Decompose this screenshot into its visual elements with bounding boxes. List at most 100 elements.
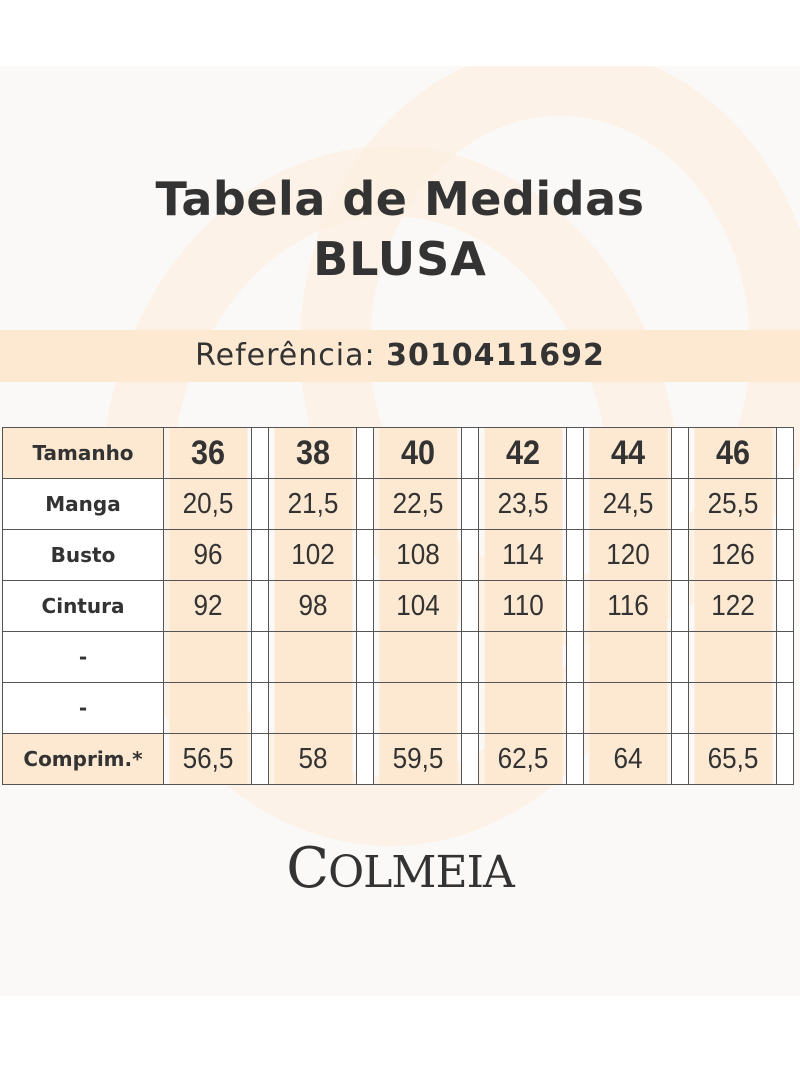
- measurement-cell: 22,5: [377, 478, 458, 530]
- column-spacer: [461, 529, 479, 581]
- measurement-cell: [692, 631, 773, 683]
- column-spacer: [671, 529, 689, 581]
- measurement-cell: [482, 631, 563, 683]
- measurement-cell: 25,5: [692, 478, 773, 530]
- column-spacer: [566, 682, 584, 734]
- row-label: -: [2, 682, 164, 734]
- measurement-cell: 102: [272, 529, 353, 581]
- column-spacer: [776, 682, 794, 734]
- size-header-40: 40: [377, 427, 458, 479]
- reference-label: Referência:: [195, 338, 376, 373]
- column-spacer: [671, 733, 689, 785]
- column-spacer: [251, 478, 269, 530]
- measurement-cell: 96: [167, 529, 248, 581]
- brand-logo: COLMEIA: [286, 836, 514, 901]
- reference-band: Referência: 3010411692: [0, 330, 800, 382]
- column-spacer: [461, 631, 479, 683]
- measurement-cell: 114: [482, 529, 563, 581]
- size-header-36: 36: [167, 427, 248, 479]
- measurement-cell: 104: [377, 580, 458, 632]
- column-spacer: [356, 631, 374, 683]
- column-spacer: [671, 478, 689, 530]
- column-spacer: [356, 733, 374, 785]
- measurement-cell: 98: [272, 580, 353, 632]
- measurement-cell: 23,5: [482, 478, 563, 530]
- measurement-cell: 92: [167, 580, 248, 632]
- column-spacer: [356, 682, 374, 734]
- measurement-cell: [167, 682, 248, 734]
- measurement-cell: [167, 631, 248, 683]
- column-spacer: [251, 580, 269, 632]
- column-spacer: [776, 427, 794, 479]
- measurement-cell: 120: [587, 529, 668, 581]
- measurement-cell: [587, 631, 668, 683]
- table-row: Busto 96 102 108 114 120 126: [2, 529, 794, 581]
- column-spacer: [461, 427, 479, 479]
- column-spacer: [566, 427, 584, 479]
- row-label: Busto: [2, 529, 164, 581]
- measurement-cell: 20,5: [167, 478, 248, 530]
- column-spacer: [251, 682, 269, 734]
- measurement-cell: [587, 682, 668, 734]
- column-spacer: [776, 733, 794, 785]
- measurement-cell: 64: [587, 733, 668, 785]
- column-spacer: [251, 529, 269, 581]
- row-label: -: [2, 631, 164, 683]
- size-header-46: 46: [692, 427, 773, 479]
- row-label: Cintura: [2, 580, 164, 632]
- measurement-cell: 24,5: [587, 478, 668, 530]
- size-header-44: 44: [587, 427, 668, 479]
- size-header-42: 42: [482, 427, 563, 479]
- measurement-cell: 110: [482, 580, 563, 632]
- table-header-row: Tamanho 36 38 40 42 44 46: [2, 427, 794, 479]
- column-spacer: [251, 733, 269, 785]
- table-row: -: [2, 682, 794, 734]
- column-spacer: [251, 631, 269, 683]
- measurement-cell: [377, 631, 458, 683]
- measurement-cell: 21,5: [272, 478, 353, 530]
- column-spacer: [566, 478, 584, 530]
- measurement-cell: 108: [377, 529, 458, 581]
- measurement-cell: [692, 682, 773, 734]
- row-label: Comprim.*: [2, 733, 164, 785]
- column-spacer: [356, 529, 374, 581]
- column-spacer: [566, 529, 584, 581]
- measurement-cell: 59,5: [377, 733, 458, 785]
- column-spacer: [566, 631, 584, 683]
- measurement-cell: 126: [692, 529, 773, 581]
- column-spacer: [776, 529, 794, 581]
- column-spacer: [776, 631, 794, 683]
- column-spacer: [776, 580, 794, 632]
- table-row: Cintura 92 98 104 110 116 122: [2, 580, 794, 632]
- column-spacer: [461, 580, 479, 632]
- column-spacer: [356, 580, 374, 632]
- table-row: Manga 20,5 21,5 22,5 23,5 24,5 25,5: [2, 478, 794, 530]
- reference-value: 3010411692: [386, 338, 605, 373]
- column-spacer: [671, 682, 689, 734]
- column-spacer: [461, 682, 479, 734]
- page-title: Tabela de Medidas: [155, 172, 645, 226]
- column-spacer: [566, 580, 584, 632]
- table-row: Comprim.* 56,5 58 59,5 62,5 64 65,5: [2, 733, 794, 785]
- column-spacer: [356, 478, 374, 530]
- measurement-cell: [482, 682, 563, 734]
- column-spacer: [356, 427, 374, 479]
- measurement-cell: 58: [272, 733, 353, 785]
- column-spacer: [776, 478, 794, 530]
- measurement-cell: [272, 631, 353, 683]
- size-header-38: 38: [272, 427, 353, 479]
- size-table: Tamanho 36 38 40 42 44 46 Manga 20,5 21,5 22,5 23,5…: [2, 427, 794, 785]
- column-spacer: [461, 733, 479, 785]
- row-label: Manga: [2, 478, 164, 530]
- column-spacer: [461, 478, 479, 530]
- column-spacer: [671, 580, 689, 632]
- measurement-cell: 116: [587, 580, 668, 632]
- table-row: -: [2, 631, 794, 683]
- measurement-cell: 56,5: [167, 733, 248, 785]
- measurement-cell: 65,5: [692, 733, 773, 785]
- measurement-cell: 122: [692, 580, 773, 632]
- header-label: Tamanho: [2, 427, 164, 479]
- column-spacer: [566, 733, 584, 785]
- measurement-cell: [377, 682, 458, 734]
- measurement-cell: [272, 682, 353, 734]
